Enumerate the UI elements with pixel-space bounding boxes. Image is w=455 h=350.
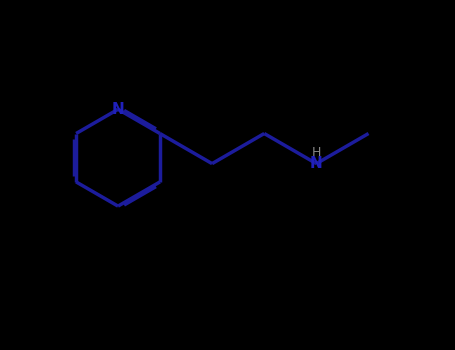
Text: N: N — [310, 156, 323, 171]
Text: N: N — [111, 102, 124, 117]
Text: H: H — [312, 146, 321, 159]
